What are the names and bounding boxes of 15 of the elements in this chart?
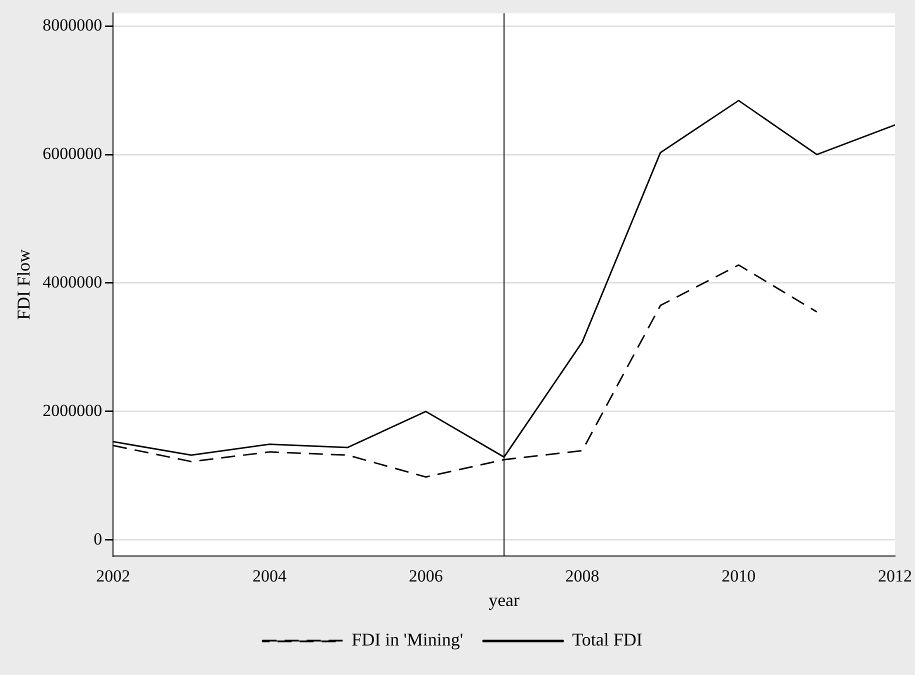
y-axis-title: FDI Flow bbox=[14, 249, 34, 320]
x-tick-label: 2012 bbox=[878, 566, 912, 586]
y-tick-label: 4000000 bbox=[42, 272, 102, 292]
x-tick-label: 2006 bbox=[408, 566, 443, 586]
x-tick-label: 2010 bbox=[722, 566, 756, 586]
y-tick-label: 2000000 bbox=[42, 400, 102, 420]
legend-label: Total FDI bbox=[572, 630, 642, 650]
x-tick-label: 2002 bbox=[96, 566, 130, 586]
y-tick-label: 8000000 bbox=[42, 16, 102, 35]
x-axis-title: year bbox=[488, 590, 520, 610]
x-tick-label: 2008 bbox=[565, 566, 600, 586]
x-tick-label: 2004 bbox=[252, 566, 287, 586]
y-tick-label: 0 bbox=[94, 529, 102, 548]
legend-label: FDI in 'Mining' bbox=[352, 630, 464, 650]
y-tick-label: 6000000 bbox=[42, 144, 102, 163]
